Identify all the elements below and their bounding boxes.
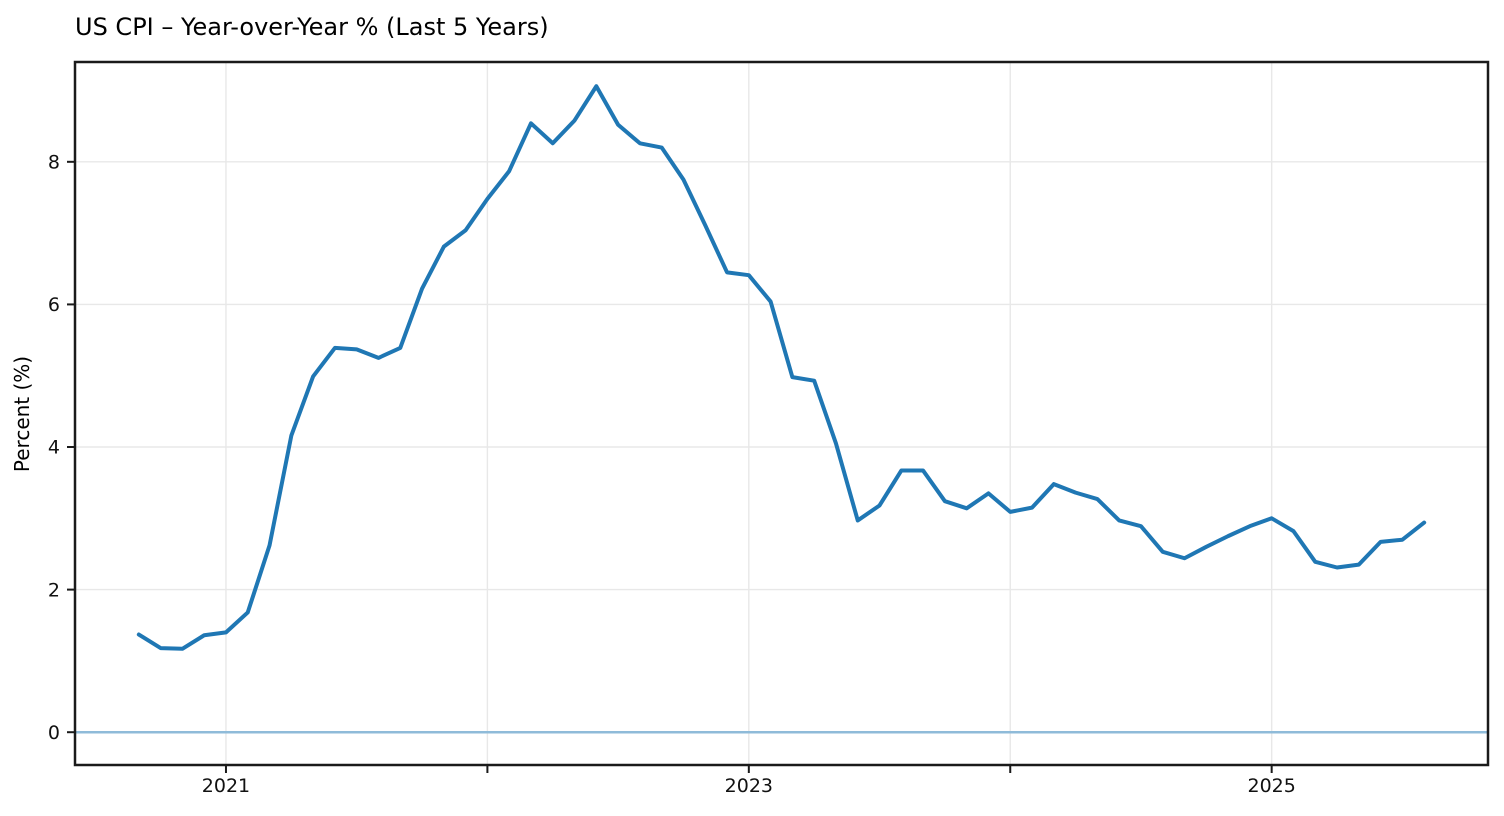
x-tick-label-2023: 2023 [725,775,773,797]
y-tick-label-2: 2 [48,579,60,601]
x-tick-label-2025: 2025 [1247,775,1295,797]
y-axis-label: Percent (%) [10,355,34,473]
chart-title: US CPI – Year-over-Year % (Last 5 Years) [75,13,549,41]
y-tick-label-6: 6 [48,294,60,316]
y-tick-label-4: 4 [48,437,60,459]
x-tick-label-2021: 2021 [202,775,250,797]
y-tick-label-0: 0 [48,722,60,744]
cpi-data-line [136,84,1427,651]
plot-border [73,60,1490,767]
y-tick-label-8: 8 [48,151,60,173]
